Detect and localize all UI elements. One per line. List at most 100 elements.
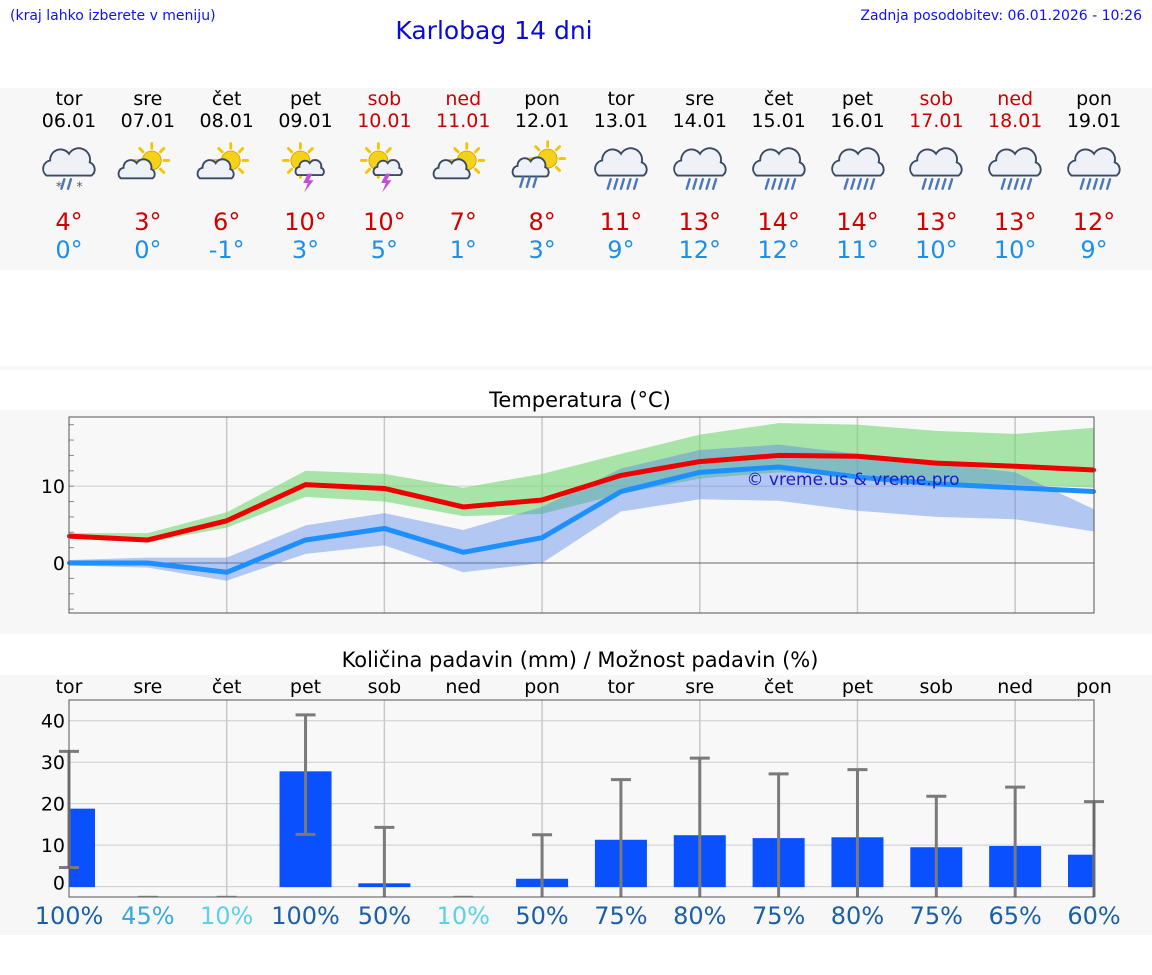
min-temp: 10° xyxy=(915,236,958,264)
max-temp: 10° xyxy=(363,208,406,236)
precip-chance: 60% xyxy=(1067,902,1121,930)
precip-chance: 80% xyxy=(830,902,885,930)
day-date: 18.01 xyxy=(987,110,1043,132)
precip-y-tick: 20 xyxy=(41,794,65,816)
max-temp-point xyxy=(618,473,623,478)
min-temp-point xyxy=(855,474,860,479)
precip-bar xyxy=(1068,854,1094,888)
day-name: tor xyxy=(55,88,83,110)
max-temp: 8° xyxy=(528,208,556,236)
watermark: © vreme.us & vreme.pro xyxy=(746,470,959,490)
max-temp: 10° xyxy=(284,208,327,236)
svg-text:*: * xyxy=(77,180,83,194)
precip-day-label: ned xyxy=(445,676,481,698)
day-name: pet xyxy=(289,88,322,110)
day-name: tor xyxy=(607,88,635,110)
max-temp: 13° xyxy=(678,208,722,236)
min-temp: 0° xyxy=(55,236,83,264)
precip-chance: 100% xyxy=(34,902,104,930)
max-temp: 13° xyxy=(993,208,1037,236)
cloud-rain-icon xyxy=(897,132,975,204)
min-temp: -1° xyxy=(208,236,245,264)
last-updated: Zadnja posodobitev: 06.01.2026 - 10:26 xyxy=(860,8,1142,24)
cloud-rain-icon xyxy=(976,132,1054,204)
precip-day-label: sre xyxy=(685,676,714,698)
day-forecast: sre 14.01 13° 12° xyxy=(661,88,739,264)
min-temp-point xyxy=(1013,485,1018,490)
sun-cloud-icon xyxy=(424,132,502,204)
day-forecast: pet 16.01 14° 11° xyxy=(819,88,897,264)
min-temp: 11° xyxy=(836,236,879,264)
max-temp-point xyxy=(540,498,545,503)
precip-title: Količina padavin (mm) / Možnost padavin … xyxy=(341,648,819,672)
day-date: 11.01 xyxy=(436,110,491,132)
max-temp-line xyxy=(68,452,1095,543)
precip-day-label: tor xyxy=(607,676,634,698)
max-temp: 13° xyxy=(915,208,958,236)
max-temp-point xyxy=(855,454,860,459)
min-temp-point xyxy=(461,550,466,555)
precip-chance: 75% xyxy=(751,902,806,930)
svg-text:*: * xyxy=(56,180,62,194)
min-temp-point xyxy=(224,570,229,575)
precip-chance: 10% xyxy=(436,902,490,930)
max-temp-point xyxy=(461,504,466,509)
min-temp-point xyxy=(776,464,781,469)
min-temp: 5° xyxy=(370,236,399,264)
temperature-frame xyxy=(68,416,1095,614)
day-date: 14.01 xyxy=(672,110,727,132)
sun-thunder-icon xyxy=(267,132,345,204)
day-forecast: sob 10.01 10° 5° xyxy=(345,88,423,264)
temperature-y-tick: 10 xyxy=(41,476,65,498)
day-name: sob xyxy=(367,88,402,110)
max-temp: 4° xyxy=(55,208,83,236)
precip-chance: 75% xyxy=(909,902,963,930)
cloud-rain-icon xyxy=(1055,132,1133,204)
precip-day-label: sob xyxy=(368,676,402,698)
max-temp: 14° xyxy=(757,208,800,236)
min-temp: 0° xyxy=(134,236,162,264)
day-forecast: pon 12.01 8° 3° xyxy=(503,88,581,264)
day-name: pon xyxy=(1076,88,1112,110)
temperature-chart: 0 10 © vreme.us & vreme.pro xyxy=(41,416,1096,614)
precip-y-tick: 10 xyxy=(41,835,65,857)
min-temp-point xyxy=(934,481,939,486)
day-name: pet xyxy=(841,88,874,110)
sun-cloud-icon xyxy=(109,132,187,204)
precip-day-label: tor xyxy=(56,676,83,698)
day-date: 13.01 xyxy=(593,110,649,132)
day-date: 17.01 xyxy=(909,110,964,132)
max-temp: 14° xyxy=(836,208,879,236)
precip-y-tick: 40 xyxy=(41,711,65,733)
max-temp-point xyxy=(697,459,702,464)
min-temp: 9° xyxy=(607,236,635,264)
precip-chance: 50% xyxy=(515,902,569,930)
day-forecast: pet 09.01 10° 3° xyxy=(267,88,345,264)
precip-day-label: sre xyxy=(133,676,162,698)
day-forecast: čet 08.01 6° -1° xyxy=(188,88,266,264)
precip-day-label: pet xyxy=(290,676,321,698)
day-date: 12.01 xyxy=(514,110,570,132)
day-date: 09.01 xyxy=(278,110,333,132)
day-forecast: sre 07.01 3° 0° xyxy=(109,88,187,264)
day-forecast: čet 15.01 14° 12° xyxy=(740,88,818,264)
day-date: 19.01 xyxy=(1066,110,1122,132)
day-name: čet xyxy=(763,88,794,110)
min-temp-point xyxy=(145,561,150,566)
min-temp: 10° xyxy=(993,236,1037,264)
min-temp-point xyxy=(697,470,702,475)
day-name: sre xyxy=(685,88,715,110)
precip-day-label: pon xyxy=(1076,676,1112,698)
day-name: čet xyxy=(211,88,242,110)
max-temp-point xyxy=(303,482,308,487)
min-temp-point xyxy=(303,537,308,542)
day-forecast: sob 17.01 13° 10° xyxy=(897,88,975,264)
min-temp-line xyxy=(69,464,1095,575)
day-name: sre xyxy=(133,88,163,110)
cloud-rain-icon xyxy=(661,132,739,204)
precip-chance: 75% xyxy=(594,902,648,930)
day-forecast: tor 13.01 11° 9° xyxy=(582,88,660,264)
day-name: ned xyxy=(445,88,482,110)
day-forecast: tor 06.01 * * 4° 0° xyxy=(30,88,108,264)
precipitation-chart: tor sre čet pet sob ned pon tor sre čet pet sob ned p… xyxy=(41,676,1112,898)
